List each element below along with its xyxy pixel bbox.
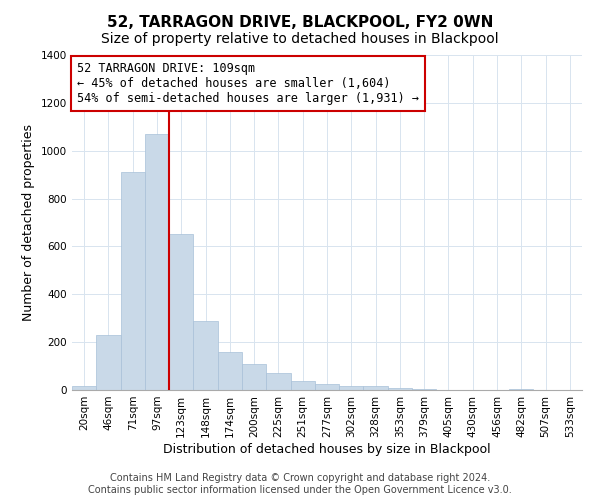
Y-axis label: Number of detached properties: Number of detached properties — [22, 124, 35, 321]
Text: Size of property relative to detached houses in Blackpool: Size of property relative to detached ho… — [101, 32, 499, 46]
Bar — [266, 373, 290, 390]
Text: 52 TARRAGON DRIVE: 109sqm
← 45% of detached houses are smaller (1,604)
54% of se: 52 TARRAGON DRIVE: 109sqm ← 45% of detac… — [77, 62, 419, 104]
Bar — [242, 364, 266, 390]
Bar — [121, 172, 145, 390]
Bar — [339, 386, 364, 390]
X-axis label: Distribution of detached houses by size in Blackpool: Distribution of detached houses by size … — [163, 442, 491, 456]
Bar — [315, 384, 339, 390]
Bar — [388, 388, 412, 390]
Bar — [72, 386, 96, 390]
Bar — [509, 389, 533, 390]
Bar — [169, 234, 193, 390]
Bar — [364, 386, 388, 390]
Bar — [290, 381, 315, 390]
Bar — [193, 320, 218, 390]
Text: Contains HM Land Registry data © Crown copyright and database right 2024.
Contai: Contains HM Land Registry data © Crown c… — [88, 474, 512, 495]
Bar — [145, 134, 169, 390]
Bar — [218, 352, 242, 390]
Bar — [96, 335, 121, 390]
Text: 52, TARRAGON DRIVE, BLACKPOOL, FY2 0WN: 52, TARRAGON DRIVE, BLACKPOOL, FY2 0WN — [107, 15, 493, 30]
